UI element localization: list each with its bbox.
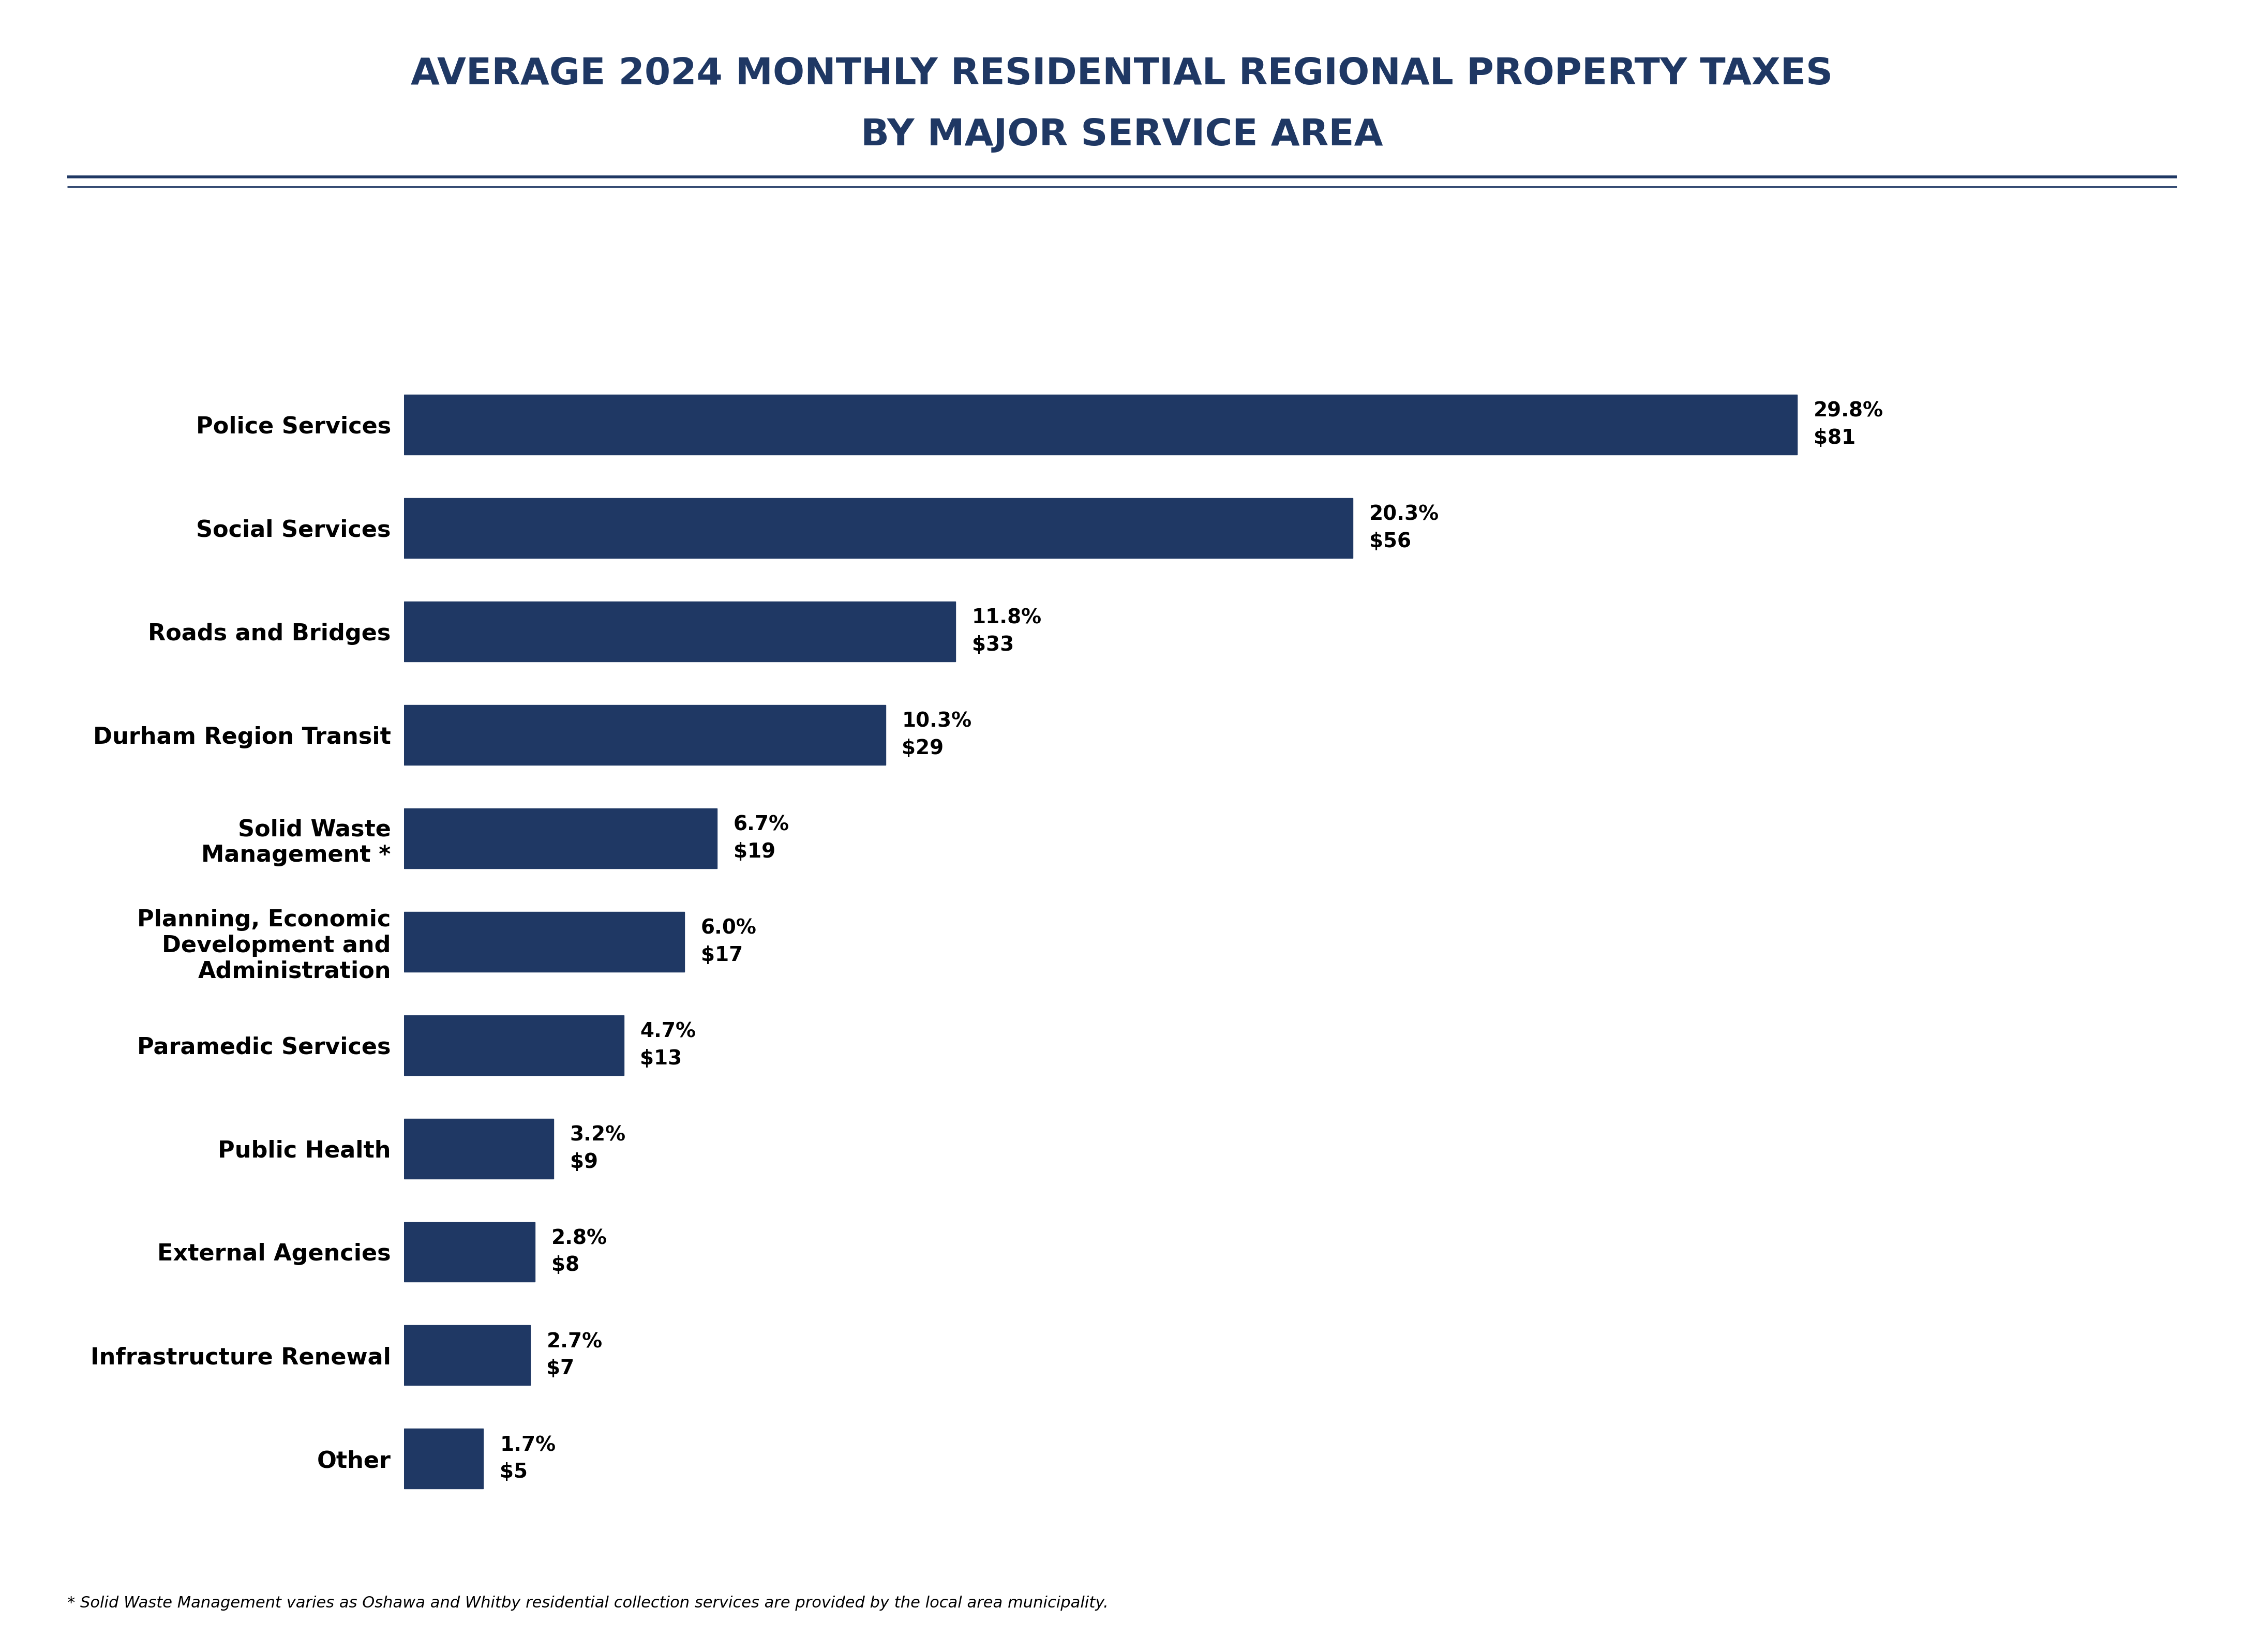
Text: $5: $5 <box>500 1462 527 1482</box>
Text: $13: $13 <box>640 1049 682 1069</box>
Bar <box>404 1118 554 1178</box>
Bar <box>404 1014 624 1075</box>
Bar <box>404 808 718 869</box>
Bar <box>404 1325 530 1386</box>
Text: $7: $7 <box>548 1360 574 1379</box>
Bar <box>404 705 886 765</box>
Text: 20.3%: 20.3% <box>1369 504 1438 524</box>
Bar <box>404 1429 482 1488</box>
Text: $9: $9 <box>570 1151 597 1171</box>
Bar <box>404 601 956 661</box>
Text: 1.7%: 1.7% <box>500 1436 557 1455</box>
Bar <box>404 1222 534 1282</box>
Text: $29: $29 <box>902 738 945 758</box>
Text: $33: $33 <box>972 634 1014 654</box>
Bar <box>404 912 684 971</box>
Text: 2.7%: 2.7% <box>548 1332 601 1351</box>
Text: $17: $17 <box>700 945 743 965</box>
Text: 4.7%: 4.7% <box>640 1023 696 1041</box>
Text: 6.0%: 6.0% <box>700 919 756 938</box>
Text: $56: $56 <box>1369 532 1411 552</box>
Text: 6.7%: 6.7% <box>734 814 790 834</box>
Text: 29.8%: 29.8% <box>1813 401 1883 421</box>
Text: 2.8%: 2.8% <box>552 1229 608 1249</box>
Text: $19: $19 <box>734 843 776 861</box>
Text: 11.8%: 11.8% <box>972 608 1041 628</box>
Text: * Solid Waste Management varies as Oshawa and Whitby residential collection serv: * Solid Waste Management varies as Oshaw… <box>67 1596 1109 1611</box>
Text: BY MAJOR SERVICE AREA: BY MAJOR SERVICE AREA <box>862 117 1382 154</box>
Bar <box>404 497 1353 558</box>
Text: $81: $81 <box>1813 428 1856 448</box>
Text: AVERAGE 2024 MONTHLY RESIDENTIAL REGIONAL PROPERTY TAXES: AVERAGE 2024 MONTHLY RESIDENTIAL REGIONA… <box>411 56 1833 93</box>
Text: 3.2%: 3.2% <box>570 1125 626 1145</box>
Bar <box>404 395 1797 454</box>
Text: $8: $8 <box>552 1256 579 1275</box>
Text: 10.3%: 10.3% <box>902 712 972 732</box>
